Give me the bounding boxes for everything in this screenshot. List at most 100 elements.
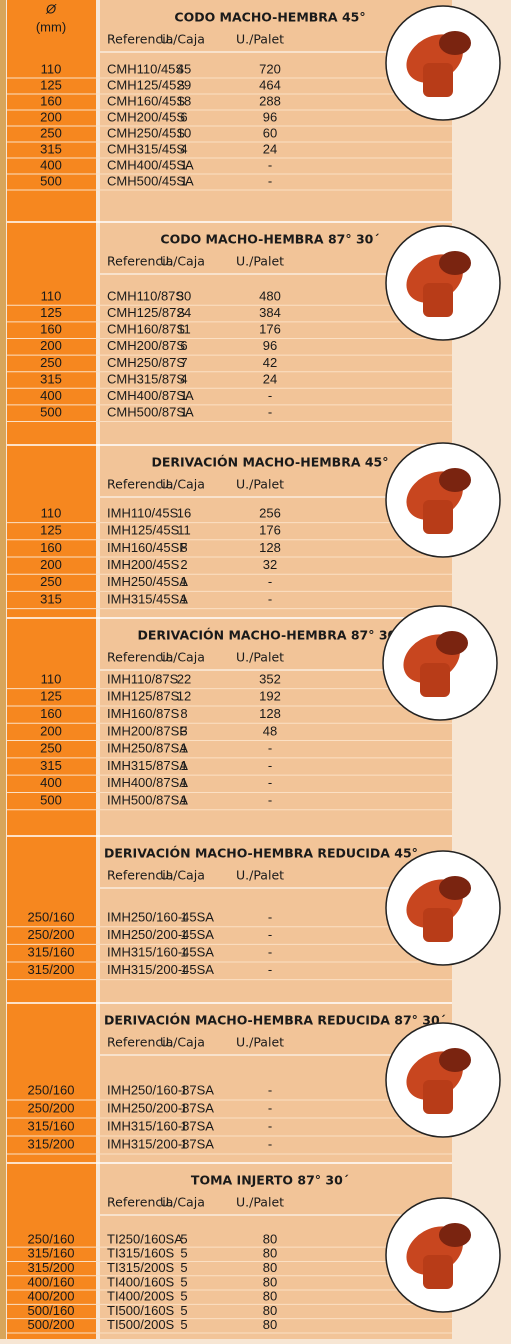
units-box: 5 [180, 1303, 187, 1318]
units-pallet: 48 [263, 723, 277, 738]
units-box: 11 [177, 523, 191, 538]
units-box: 1 [180, 945, 187, 960]
diameter: 250/200 [28, 927, 75, 942]
product-image-body [423, 1255, 453, 1289]
reference: CMH160/45S [107, 93, 185, 108]
units-pallet: 60 [263, 125, 277, 140]
reference: IMH400/87SA [107, 775, 188, 790]
units-pallet: - [268, 157, 272, 172]
reference: IMH200/45S [107, 557, 180, 572]
units-pallet: 80 [263, 1260, 277, 1275]
units-box: 5 [180, 1317, 187, 1332]
product-image-opening [439, 876, 471, 900]
reference: IMH125/45S [107, 523, 180, 538]
product-image-opening [439, 31, 471, 55]
diameter: 250/160 [28, 1082, 75, 1097]
units-box: 4 [180, 371, 187, 386]
column-header: Referencia [107, 868, 173, 883]
units-box: 11 [177, 322, 191, 337]
reference: IMH200/87SF [107, 723, 187, 738]
units-pallet: - [268, 1100, 272, 1115]
reference: TI250/160SA [107, 1231, 183, 1246]
units-pallet: 288 [259, 93, 281, 108]
units-box: 8 [180, 706, 187, 721]
units-pallet: 480 [259, 288, 281, 303]
reference: TI500/200S [107, 1317, 175, 1332]
units-pallet: - [268, 574, 272, 589]
reference: IMH250/160-45SA [107, 909, 214, 924]
diameter: 125 [40, 77, 62, 92]
diameter-column [7, 0, 96, 1339]
units-box: 45 [177, 61, 191, 76]
units-box: 1 [180, 758, 187, 773]
reference: TI315/200S [107, 1260, 175, 1275]
units-box: 1 [180, 173, 187, 188]
units-pallet: 96 [263, 338, 277, 353]
units-pallet: - [268, 173, 272, 188]
column-header: U./Caja [160, 254, 205, 269]
product-image-body [423, 63, 453, 97]
units-pallet: - [268, 388, 272, 403]
diameter: 200 [40, 109, 62, 124]
diameter: 110 [41, 671, 62, 686]
diameter: 110 [41, 288, 62, 303]
reference: IMH315/87SA [107, 758, 188, 773]
units-pallet: 128 [259, 540, 281, 555]
diameter: 400 [40, 388, 62, 403]
reference: IMH315/45SA [107, 591, 188, 606]
units-box: 7 [180, 355, 187, 370]
units-pallet: - [268, 758, 272, 773]
product-image-opening [436, 631, 468, 655]
diameter: 315 [40, 758, 62, 773]
diameter: 315/200 [28, 1260, 75, 1275]
reference: IMH110/87S [107, 671, 179, 686]
units-box: 16 [177, 505, 191, 520]
section-title: DERIVACIÓN MACHO-HEMBRA 45° [151, 455, 388, 470]
units-pallet: - [268, 1136, 272, 1151]
column-header: U./Caja [160, 32, 205, 47]
units-pallet: - [268, 405, 272, 420]
units-box: 5 [180, 1231, 187, 1246]
units-pallet: 464 [259, 77, 281, 92]
section-title: DERIVACIÓN MACHO-HEMBRA 87° 30´ [137, 628, 402, 643]
units-box: 22 [177, 671, 191, 686]
diameter: 315/160 [28, 1118, 75, 1133]
units-pallet: 80 [263, 1317, 277, 1332]
reference: CMH110/45S [107, 61, 184, 76]
units-pallet: 720 [259, 61, 281, 76]
units-box: 1 [180, 574, 187, 589]
units-pallet: 80 [263, 1231, 277, 1246]
units-box: 1 [180, 1082, 187, 1097]
reference: CMH250/45S [107, 125, 185, 140]
units-pallet: 80 [263, 1246, 277, 1261]
units-pallet: 80 [263, 1289, 277, 1304]
units-pallet: - [268, 1118, 272, 1133]
units-box: 1 [180, 1100, 187, 1115]
reference: IMH160/87S [107, 706, 180, 721]
column-header: U./Palet [236, 32, 284, 47]
units-box: 18 [177, 93, 191, 108]
units-box: 5 [180, 1246, 187, 1261]
diameter: 200 [40, 557, 62, 572]
reference: IMH315/200-45SA [107, 962, 214, 977]
diameter: 500 [40, 405, 62, 420]
diameter: 315 [40, 141, 62, 156]
diameter: 400 [40, 157, 62, 172]
diameter: 250 [40, 125, 62, 140]
product-image-body [423, 1080, 453, 1114]
units-pallet: 80 [263, 1303, 277, 1318]
reference: CMH250/87S [107, 355, 185, 370]
reference: CMH160/87S [107, 322, 185, 337]
reference: IMH250/45SA [107, 574, 188, 589]
product-image-body [423, 908, 453, 942]
column-header: U./Caja [160, 868, 205, 883]
units-pallet: 80 [263, 1274, 277, 1289]
units-box: 24 [177, 305, 191, 320]
units-pallet: 24 [263, 371, 277, 386]
units-pallet: 384 [259, 305, 281, 320]
units-pallet: - [268, 945, 272, 960]
reference: IMH160/45SF [107, 540, 187, 555]
units-box: 1 [180, 909, 187, 924]
units-pallet: - [268, 591, 272, 606]
